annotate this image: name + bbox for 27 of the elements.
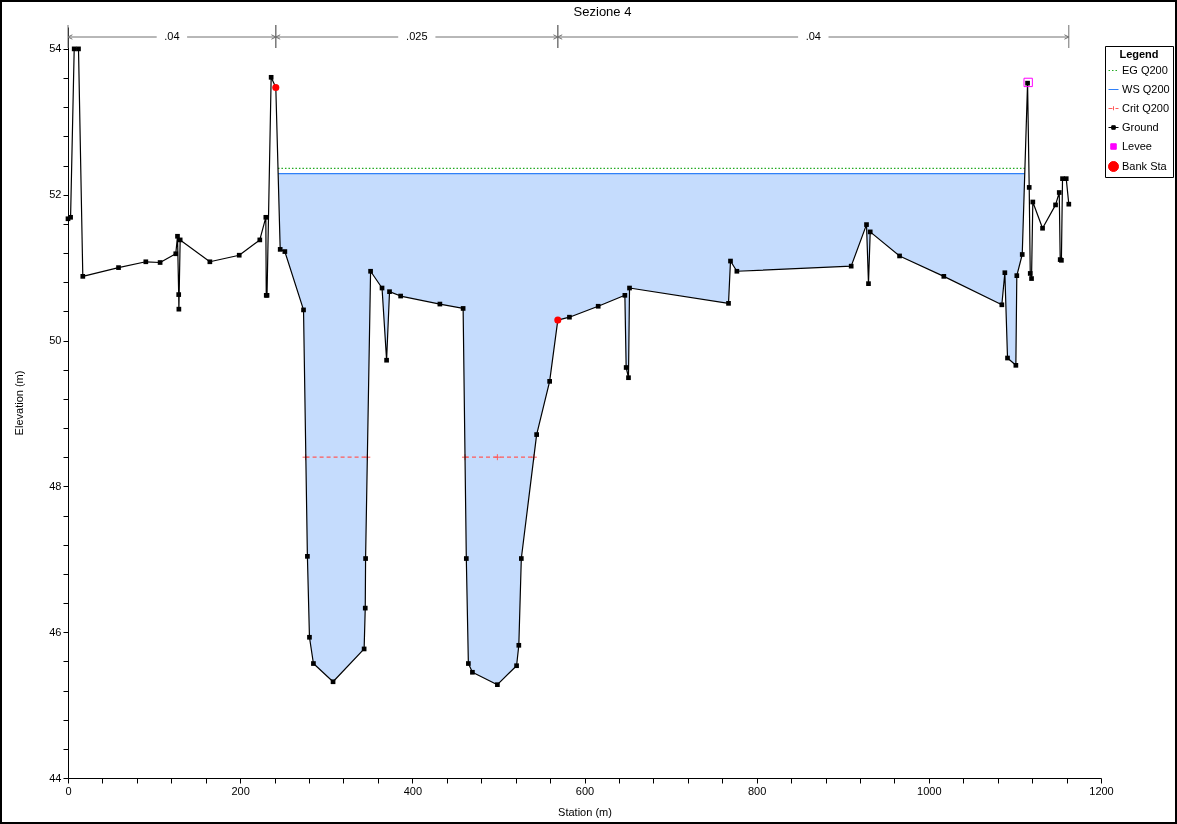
legend-label: WS Q200 xyxy=(1122,82,1170,95)
y-tick-label: 44 xyxy=(49,771,62,784)
legend-label: Bank Sta xyxy=(1122,159,1168,172)
y-axis-title: Elevation (m) xyxy=(13,370,26,436)
annotation: .025 xyxy=(406,30,428,42)
annotation: .04 xyxy=(805,30,821,42)
point xyxy=(493,453,501,461)
x-tick-label: 600 xyxy=(575,784,595,797)
legend-label: EG Q200 xyxy=(1122,63,1168,76)
legend-label: Ground xyxy=(1122,120,1159,133)
legend-label: Levee xyxy=(1122,139,1152,152)
legend-label: Crit Q200 xyxy=(1122,101,1170,114)
y-tick-label: 48 xyxy=(49,479,62,492)
annotation: .04 xyxy=(164,30,180,42)
y-tick-label: 46 xyxy=(49,625,62,638)
x-tick-label: 400 xyxy=(403,784,423,797)
x-tick-label: 1000 xyxy=(917,784,942,797)
y-tick-label: 52 xyxy=(49,188,62,201)
y-tick-label: 54 xyxy=(49,42,62,55)
chart-title: Sezione 4 xyxy=(573,3,632,19)
x-tick-label: 800 xyxy=(747,784,767,797)
legend-title: Legend xyxy=(1119,48,1159,60)
x-axis-title: Station (m) xyxy=(558,805,612,818)
x-tick-label: 1200 xyxy=(1089,784,1114,797)
y-tick-label: 50 xyxy=(49,334,62,347)
x-tick-label: 0 xyxy=(65,784,72,797)
x-tick-label: 200 xyxy=(231,784,250,797)
